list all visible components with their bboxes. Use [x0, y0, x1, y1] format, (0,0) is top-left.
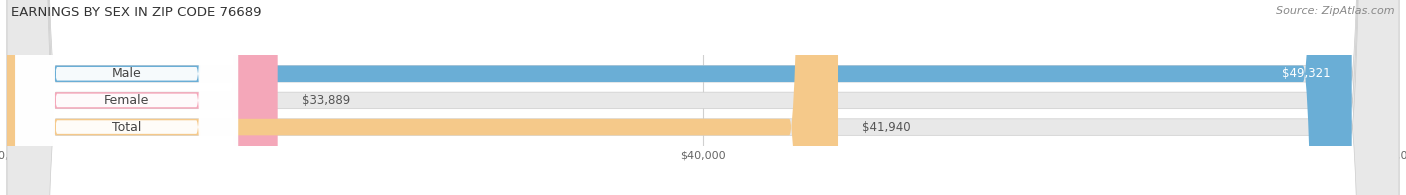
FancyBboxPatch shape: [7, 0, 278, 195]
FancyBboxPatch shape: [7, 0, 1351, 195]
FancyBboxPatch shape: [15, 0, 238, 195]
Text: Total: Total: [112, 121, 142, 134]
FancyBboxPatch shape: [15, 0, 238, 195]
FancyBboxPatch shape: [7, 0, 1399, 195]
FancyBboxPatch shape: [7, 0, 1399, 195]
Text: EARNINGS BY SEX IN ZIP CODE 76689: EARNINGS BY SEX IN ZIP CODE 76689: [11, 6, 262, 19]
Text: Source: ZipAtlas.com: Source: ZipAtlas.com: [1277, 6, 1395, 16]
Text: $49,321: $49,321: [1282, 67, 1331, 80]
Text: Male: Male: [112, 67, 142, 80]
Text: Female: Female: [104, 94, 149, 107]
Text: $33,889: $33,889: [302, 94, 350, 107]
FancyBboxPatch shape: [7, 0, 1399, 195]
Text: $41,940: $41,940: [862, 121, 911, 134]
FancyBboxPatch shape: [7, 0, 838, 195]
FancyBboxPatch shape: [15, 0, 238, 195]
